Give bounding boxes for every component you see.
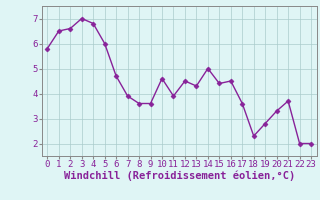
X-axis label: Windchill (Refroidissement éolien,°C): Windchill (Refroidissement éolien,°C): [64, 171, 295, 181]
